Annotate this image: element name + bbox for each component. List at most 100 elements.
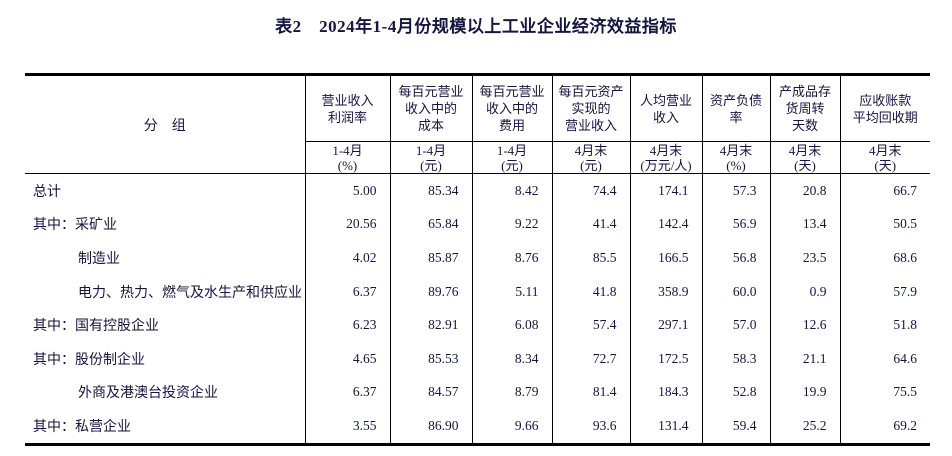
value-cell: 58.3	[701, 341, 770, 376]
column-period: 4月末	[574, 142, 608, 158]
value-cell: 74.4	[551, 173, 630, 208]
group-cell: 其中：股份制企业	[33, 352, 145, 368]
group-cell: 其中：采矿业	[33, 218, 117, 234]
value-cell: 25.2	[769, 409, 840, 445]
table-row: 总计 5.00 85.34 8.42 74.4 174.1 57.3 20.8 66.7	[25, 173, 930, 208]
value-cell: 85.34	[389, 173, 472, 208]
table-header: 分 组 营业收入 利润率 每百元营业 收入中的 成本 每百元营业 收入中的 费用 每百…	[25, 74, 930, 174]
value-cell: 51.8	[839, 308, 930, 342]
value-cell: 57.9	[839, 274, 930, 309]
value-cell: 4.02	[304, 241, 390, 275]
group-cell: 总计	[33, 184, 61, 200]
table-row: 电力、热力、燃气及水生产和供应业 6.37 89.76 5.11 41.8 358.9 60…	[25, 274, 930, 309]
column-unit: (万元/人)	[640, 157, 692, 173]
column-unit: (元)	[420, 157, 442, 173]
group-column-header: 分 组	[25, 74, 305, 174]
value-cell: 6.37	[304, 375, 390, 410]
value-cell: 5.00	[304, 173, 390, 208]
column-period-unit: 4月末 (天)	[839, 141, 930, 174]
table-row: 外商及港澳台投资企业 6.37 84.57 8.79 81.4 184.3 52.8 19.9…	[25, 375, 930, 410]
value-cell: 142.4	[629, 207, 702, 242]
column-header: 资产负债 率	[701, 74, 770, 142]
table-row: 其中：私营企业 3.55 86.90 9.66 93.6 131.4 59.4 25.2 69.…	[25, 409, 930, 445]
value-cell: 82.91	[389, 308, 472, 342]
group-cell: 电力、热力、燃气及水生产和供应业	[78, 285, 302, 301]
value-cell: 84.57	[389, 375, 472, 410]
value-cell: 56.8	[701, 241, 770, 275]
table-row: 其中：国有控股企业 6.23 82.91 6.08 57.4 297.1 57.0 12.6 5…	[25, 308, 930, 342]
value-cell: 13.4	[769, 207, 840, 242]
value-cell: 297.1	[629, 308, 702, 342]
column-unit: (元)	[580, 157, 602, 173]
value-cell: 69.2	[839, 409, 930, 445]
column-unit: (%)	[726, 157, 746, 173]
value-cell: 75.5	[839, 375, 930, 410]
value-cell: 5.11	[471, 274, 552, 309]
column-period-unit: 4月末 (元)	[551, 141, 630, 174]
value-cell: 3.55	[304, 409, 390, 445]
table-row: 其中：采矿业 20.56 65.84 9.22 41.4 142.4 56.9 13.4 50.…	[25, 207, 930, 242]
column-unit: (天)	[794, 157, 816, 173]
value-cell: 57.0	[701, 308, 770, 342]
value-cell: 41.4	[551, 207, 630, 242]
value-cell: 93.6	[551, 409, 630, 445]
column-period: 4月末	[868, 142, 902, 158]
page-title: 表2 2024年1-4月份规模以上工业企业经济效益指标	[275, 17, 677, 36]
value-cell: 172.5	[629, 341, 702, 376]
column-period-unit: 1-4月 (元)	[389, 141, 472, 174]
column-header: 营业收入 利润率	[304, 74, 390, 142]
group-cell: 外商及港澳台投资企业	[78, 386, 218, 402]
column-header: 每百元营业 收入中的 成本	[389, 74, 472, 142]
value-cell: 66.7	[839, 173, 930, 208]
value-cell: 0.9	[769, 274, 840, 309]
column-period: 4月末	[649, 142, 683, 158]
value-cell: 6.23	[304, 308, 390, 342]
group-cell: 其中：国有控股企业	[33, 319, 159, 335]
column-header: 应收账款 平均回收期	[839, 74, 930, 142]
column-unit: (天)	[874, 157, 897, 173]
group-cell: 其中：私营企业	[33, 419, 131, 435]
value-cell: 19.9	[769, 375, 840, 410]
value-cell: 21.1	[769, 341, 840, 376]
value-cell: 6.08	[471, 308, 552, 342]
column-header: 人均营业 收入	[629, 74, 702, 142]
value-cell: 72.7	[551, 341, 630, 376]
value-cell: 131.4	[629, 409, 702, 445]
table-row: 制造业 4.02 85.87 8.76 85.5 166.5 56.8 23.5 68.6	[25, 241, 930, 275]
value-cell: 9.66	[471, 409, 552, 445]
value-cell: 52.8	[701, 375, 770, 410]
table-row: 其中：股份制企业 4.65 85.53 8.34 72.7 172.5 58.3 21.1 64…	[25, 341, 930, 376]
value-cell: 41.8	[551, 274, 630, 309]
column-header: 每百元营业 收入中的 费用	[471, 74, 552, 142]
value-cell: 20.8	[769, 173, 840, 208]
value-cell: 358.9	[629, 274, 702, 309]
value-cell: 85.5	[551, 241, 630, 275]
group-cell: 制造业	[78, 251, 120, 267]
column-period-unit: 4月末 (万元/人)	[629, 141, 702, 174]
value-cell: 85.53	[389, 341, 472, 376]
value-cell: 6.37	[304, 274, 390, 309]
column-period-unit: 1-4月 (%)	[304, 141, 390, 174]
value-cell: 50.5	[839, 207, 930, 242]
value-cell: 85.87	[389, 241, 472, 275]
value-cell: 59.4	[701, 409, 770, 445]
value-cell: 23.5	[769, 241, 840, 275]
value-cell: 64.6	[839, 341, 930, 376]
value-cell: 12.6	[769, 308, 840, 342]
column-period: 1-4月	[496, 142, 528, 158]
column-period-unit: 4月末 (天)	[769, 141, 840, 174]
header-row-labels: 分 组 营业收入 利润率 每百元营业 收入中的 成本 每百元营业 收入中的 费用 每百…	[25, 74, 930, 174]
column-period-unit: 4月末 (%)	[701, 141, 770, 174]
value-cell: 56.9	[701, 207, 770, 242]
column-header: 产成品存 货周转 天数	[769, 74, 840, 142]
indicators-table: 分 组 营业收入 利润率 每百元营业 收入中的 成本 每百元营业 收入中的 费用 每百…	[25, 73, 930, 446]
value-cell: 68.6	[839, 241, 930, 275]
value-cell: 65.84	[389, 207, 472, 242]
value-cell: 184.3	[629, 375, 702, 410]
value-cell: 60.0	[701, 274, 770, 309]
value-cell: 57.3	[701, 173, 770, 208]
value-cell: 57.4	[551, 308, 630, 342]
value-cell: 4.65	[304, 341, 390, 376]
column-period: 1-4月	[332, 142, 363, 158]
column-unit: (元)	[501, 157, 523, 173]
